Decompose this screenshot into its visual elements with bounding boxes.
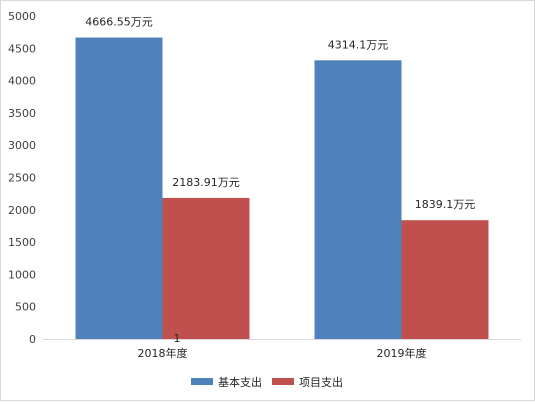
- y-tick-label: 1000: [8, 268, 36, 281]
- annotation-label: 1: [174, 332, 181, 345]
- y-tick-label: 0: [29, 333, 36, 346]
- category-label: 2018年度: [138, 346, 188, 360]
- y-tick-label: 5000: [8, 10, 36, 23]
- y-tick-label: 500: [15, 301, 36, 314]
- y-tick-label: 1500: [8, 236, 36, 249]
- bar-project-1: [401, 220, 489, 339]
- bar-basic-1: [314, 60, 402, 339]
- category-labels-group: 2018年度 2019年度: [138, 346, 427, 360]
- legend-label: 项目支出: [299, 375, 343, 389]
- bar-project-0: [162, 197, 250, 339]
- legend-swatch: [191, 378, 213, 385]
- y-tick-label: 2500: [8, 172, 36, 185]
- y-tick-label: 4000: [8, 75, 36, 88]
- bars-group: [75, 37, 489, 340]
- y-tick-label: 3000: [8, 139, 36, 152]
- data-label: 1839.1万元: [415, 198, 476, 211]
- legend-swatch: [272, 378, 294, 385]
- legend: 基本支出 项目支出: [191, 375, 343, 389]
- data-label: 2183.91万元: [172, 176, 240, 189]
- y-axis-ticks: 0 500 1000 1500 2000 2500 3000 3500 4000 4500 5000: [8, 10, 36, 346]
- legend-label: 基本支出: [218, 375, 262, 389]
- y-tick-label: 3500: [8, 107, 36, 120]
- data-labels-group: 4666.55万元 2183.91万元 4314.1万元 1839.1万元: [85, 16, 475, 212]
- category-label: 2019年度: [377, 346, 427, 360]
- y-tick-label: 2000: [8, 204, 36, 217]
- data-label: 4314.1万元: [328, 38, 389, 51]
- bar-basic-0: [75, 37, 163, 340]
- data-label: 4666.55万元: [85, 16, 153, 29]
- y-tick-label: 4500: [8, 42, 36, 55]
